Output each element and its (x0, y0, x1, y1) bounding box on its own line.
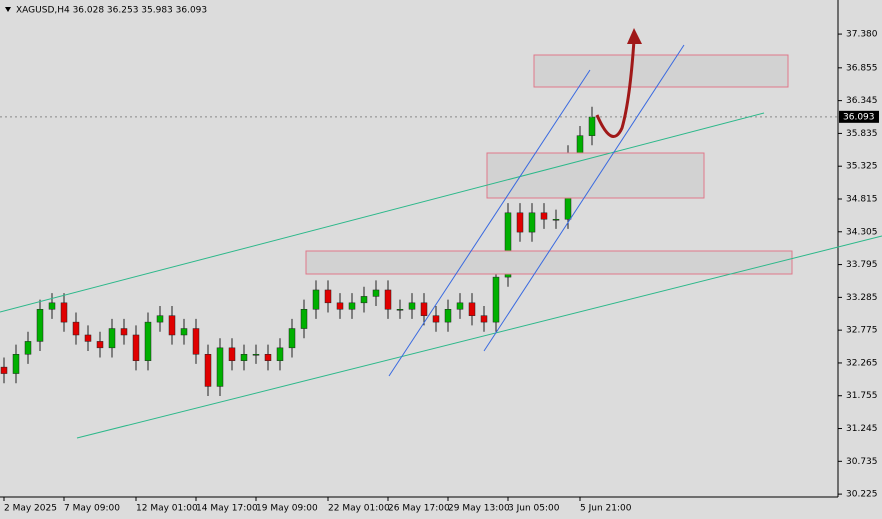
x-tick-label: 19 May 09:00 (256, 504, 318, 514)
y-tick-label: 31.245 (846, 424, 878, 434)
y-tick-label: 32.775 (846, 326, 878, 336)
y-tick-label: 36.345 (846, 96, 878, 106)
candle-body (96, 341, 104, 349)
x-tick-label: 5 Jun 21:00 (580, 504, 632, 514)
zone (305, 250, 793, 275)
annotations (0, 28, 882, 439)
candle-body (540, 212, 548, 220)
y-tick-label: 31.755 (846, 391, 878, 401)
candle-body (132, 334, 140, 361)
candle-body (12, 354, 20, 374)
menu-icon (5, 7, 11, 12)
candle-body (480, 315, 488, 323)
candle-body (432, 315, 440, 323)
candle-body (84, 334, 92, 342)
candle-body (48, 302, 56, 310)
candle-body (348, 302, 356, 310)
candle-body (300, 309, 308, 329)
candle-body (252, 354, 260, 356)
x-tick-label: 2 May 2025 (4, 504, 57, 514)
candle-body (24, 341, 32, 355)
candle-body (420, 302, 428, 316)
candle-body (336, 302, 344, 310)
candle-body (492, 276, 500, 323)
candle-body (144, 321, 152, 361)
x-tick-label: 22 May 01:00 (328, 504, 390, 514)
chart-title: XAGUSD,H4 36.028 36.253 35.983 36.093 (16, 6, 207, 16)
candle-body (360, 296, 368, 304)
candle-body (204, 354, 212, 387)
candle-body (264, 354, 272, 361)
channel-line (0, 112, 765, 313)
candle-body (384, 289, 392, 310)
x-tick-label: 26 May 17:00 (388, 504, 450, 514)
last-price-label: 36.093 (843, 112, 875, 122)
candle-body (324, 289, 332, 304)
y-tick-label: 33.285 (846, 293, 878, 303)
candle-body (72, 321, 80, 336)
candle-body (576, 135, 584, 156)
candle-body (180, 328, 188, 336)
y-tick-label: 30.225 (846, 490, 878, 500)
x-tick-label: 12 May 01:00 (136, 504, 198, 514)
y-tick-label: 35.325 (846, 162, 878, 172)
candle-body (192, 328, 200, 355)
y-tick-label: 32.265 (846, 358, 878, 368)
y-tick-label: 34.815 (846, 194, 878, 204)
candle-body (444, 309, 452, 323)
candle-body (108, 328, 116, 349)
candle-body (504, 212, 512, 278)
arrow-head (627, 28, 642, 44)
candle-body (36, 309, 44, 342)
candle-body (156, 315, 164, 323)
candle-body (456, 302, 464, 310)
candle-body (168, 315, 176, 336)
y-tick-label: 30.735 (846, 457, 878, 467)
candle-body (408, 302, 416, 310)
y-tick-label: 36.855 (846, 63, 878, 73)
candle-body (396, 309, 404, 311)
x-tick-label: 7 May 09:00 (64, 504, 120, 514)
candle-body (552, 218, 560, 221)
candle-body (60, 302, 68, 323)
candle-body (588, 116, 596, 136)
channel-line (388, 69, 591, 377)
candle-body (276, 347, 284, 361)
zone (533, 54, 789, 88)
candle-body (228, 347, 236, 361)
candle-body (240, 354, 248, 361)
x-tick-label: 3 Jun 05:00 (508, 504, 560, 514)
x-tick-label: 14 May 17:00 (196, 504, 258, 514)
candle-body (372, 289, 380, 297)
candle-body (516, 212, 524, 233)
arrow (595, 39, 636, 138)
candle-body (312, 289, 320, 310)
y-tick-label: 34.305 (846, 227, 878, 237)
channel-line (483, 44, 685, 352)
y-tick-label: 35.835 (846, 129, 878, 139)
last-price-box (839, 110, 879, 123)
candle-body (120, 328, 128, 336)
candle-body (0, 366, 8, 374)
zone (486, 152, 705, 199)
candle-body (468, 302, 476, 316)
channel-line (76, 235, 882, 439)
y-tick-label: 37.380 (846, 30, 878, 40)
candle-body (216, 347, 224, 387)
candle-body (288, 328, 296, 349)
candle-body (528, 212, 536, 233)
y-tick-label: 33.795 (846, 260, 878, 270)
x-tick-label: 29 May 13:00 (448, 504, 510, 514)
